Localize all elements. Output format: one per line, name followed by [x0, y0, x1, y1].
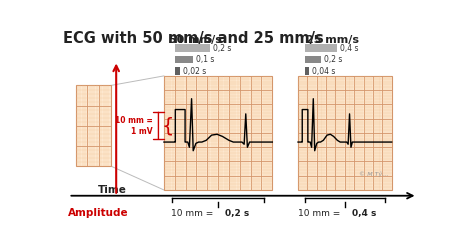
Text: 50 mm/s: 50 mm/s	[169, 35, 222, 45]
Text: {: {	[161, 116, 174, 135]
Text: 0,2 s: 0,2 s	[213, 44, 231, 53]
Text: ECG with 50 mm/s and 25 mm/s: ECG with 50 mm/s and 25 mm/s	[63, 31, 324, 46]
Bar	[175, 45, 210, 52]
Bar	[305, 56, 321, 63]
Text: 0,02 s: 0,02 s	[182, 66, 206, 76]
Text: 0,4 s: 0,4 s	[352, 209, 376, 218]
Text: 0,1 s: 0,1 s	[196, 55, 214, 64]
Bar	[164, 76, 272, 190]
Text: 0,04 s: 0,04 s	[312, 66, 336, 76]
Text: Time: Time	[98, 185, 127, 195]
Text: 10 mm =: 10 mm =	[298, 209, 343, 218]
Bar	[76, 85, 110, 166]
Text: © M.Tŷ…: © M.Tŷ…	[358, 171, 388, 177]
Bar	[305, 67, 310, 75]
Text: Amplitude: Amplitude	[68, 208, 129, 218]
Text: 10 mm =
1 mV: 10 mm = 1 mV	[115, 116, 153, 135]
Bar	[305, 45, 337, 52]
Text: 0,2 s: 0,2 s	[225, 209, 249, 218]
Bar	[175, 56, 192, 63]
Text: 0,2 s: 0,2 s	[324, 55, 342, 64]
Bar	[175, 67, 180, 75]
Bar	[298, 76, 392, 190]
Text: 0,4 s: 0,4 s	[339, 44, 358, 53]
Text: 10 mm =: 10 mm =	[171, 209, 216, 218]
Text: 25 mm/s: 25 mm/s	[306, 35, 359, 45]
